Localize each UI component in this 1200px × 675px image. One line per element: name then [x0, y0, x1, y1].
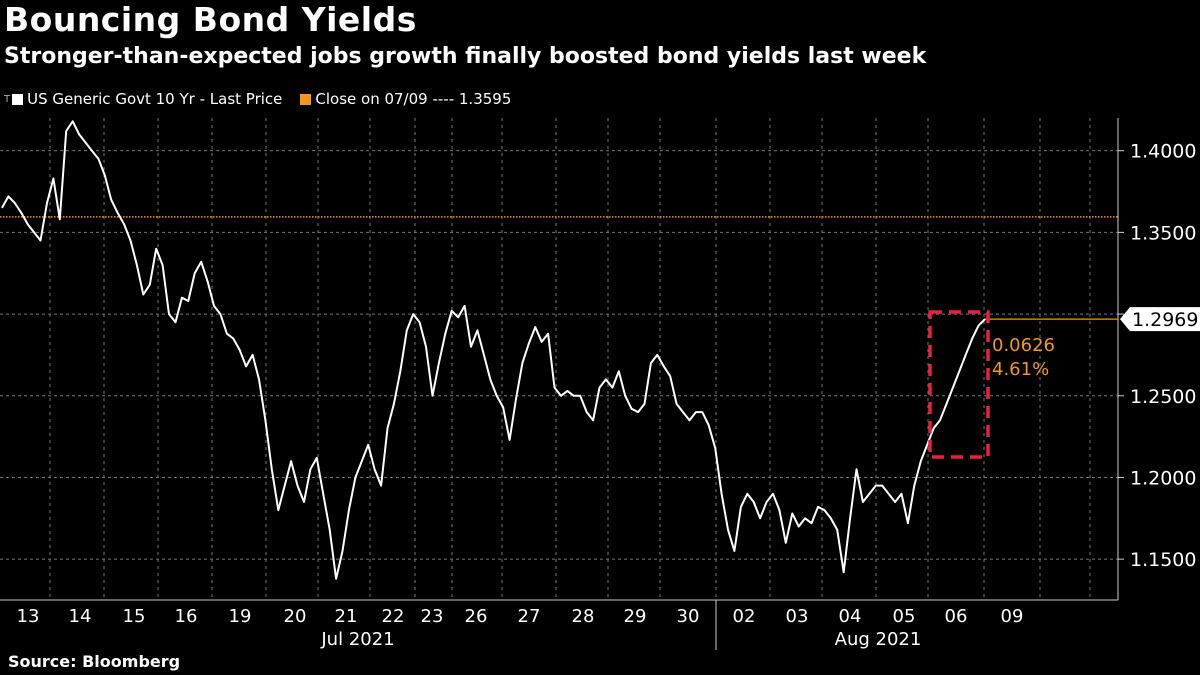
- x-tick-label: 21: [335, 606, 358, 627]
- y-tick-label: 1.3500: [1130, 222, 1196, 244]
- legend-reference-label: Close on 07/09 ---- 1.3595: [315, 90, 512, 108]
- x-tick-label: 14: [69, 606, 92, 627]
- x-tick-label: 28: [572, 606, 595, 627]
- x-tick-label: 16: [175, 606, 198, 627]
- y-tick-label: 1.1500: [1130, 549, 1196, 571]
- x-tick-label: 04: [839, 606, 862, 627]
- pct-change-annotation: 4.61%: [992, 359, 1049, 380]
- y-tick-label: 1.2500: [1130, 386, 1196, 408]
- x-tick-label: 20: [284, 606, 307, 627]
- x-tick-label: 13: [17, 606, 40, 627]
- chart-subtitle: Stronger-than-expected jobs growth final…: [4, 44, 927, 69]
- x-tick-label: 05: [893, 606, 916, 627]
- x-tick-label: 03: [786, 606, 809, 627]
- last-value-label: 1.2969: [1132, 309, 1198, 331]
- x-tick-label: 22: [382, 606, 405, 627]
- series-line: [1, 120, 986, 580]
- highlight-box: [928, 310, 990, 459]
- change-annotation: 0.0626: [992, 335, 1055, 356]
- source-note: Source: Bloomberg: [8, 652, 181, 671]
- x-tick-label: 23: [421, 606, 444, 627]
- legend-swatch-white: [12, 93, 24, 105]
- x-tick-label: 27: [518, 606, 541, 627]
- x-tick-label: 06: [945, 606, 968, 627]
- last-value-box: [1120, 307, 1200, 332]
- x-tick-label: 19: [229, 606, 252, 627]
- legend: T US Generic Govt 10 Yr - Last Price Clo…: [4, 90, 529, 108]
- y-tick-label: 1.2000: [1130, 467, 1196, 489]
- x-tick-label: 15: [123, 606, 146, 627]
- x-tick-label: 09: [1001, 606, 1024, 627]
- y-tick-label: 1.4000: [1130, 141, 1196, 163]
- x-tick-label: 30: [677, 606, 700, 627]
- chart-title: Bouncing Bond Yields: [4, 0, 417, 39]
- x-tick-label: 02: [733, 606, 756, 627]
- x-month-label: Aug 2021: [835, 629, 922, 650]
- legend-item-reference: Close on 07/09 ---- 1.3595: [300, 90, 511, 108]
- legend-series-label: US Generic Govt 10 Yr - Last Price: [27, 90, 283, 108]
- x-month-label: Jul 2021: [320, 629, 394, 650]
- legend-item-series: T US Generic Govt 10 Yr - Last Price: [4, 90, 282, 108]
- x-tick-label: 29: [624, 606, 647, 627]
- x-tick-label: 26: [465, 606, 488, 627]
- legend-toggle-icon: T: [4, 93, 11, 105]
- legend-swatch-orange: [300, 93, 312, 105]
